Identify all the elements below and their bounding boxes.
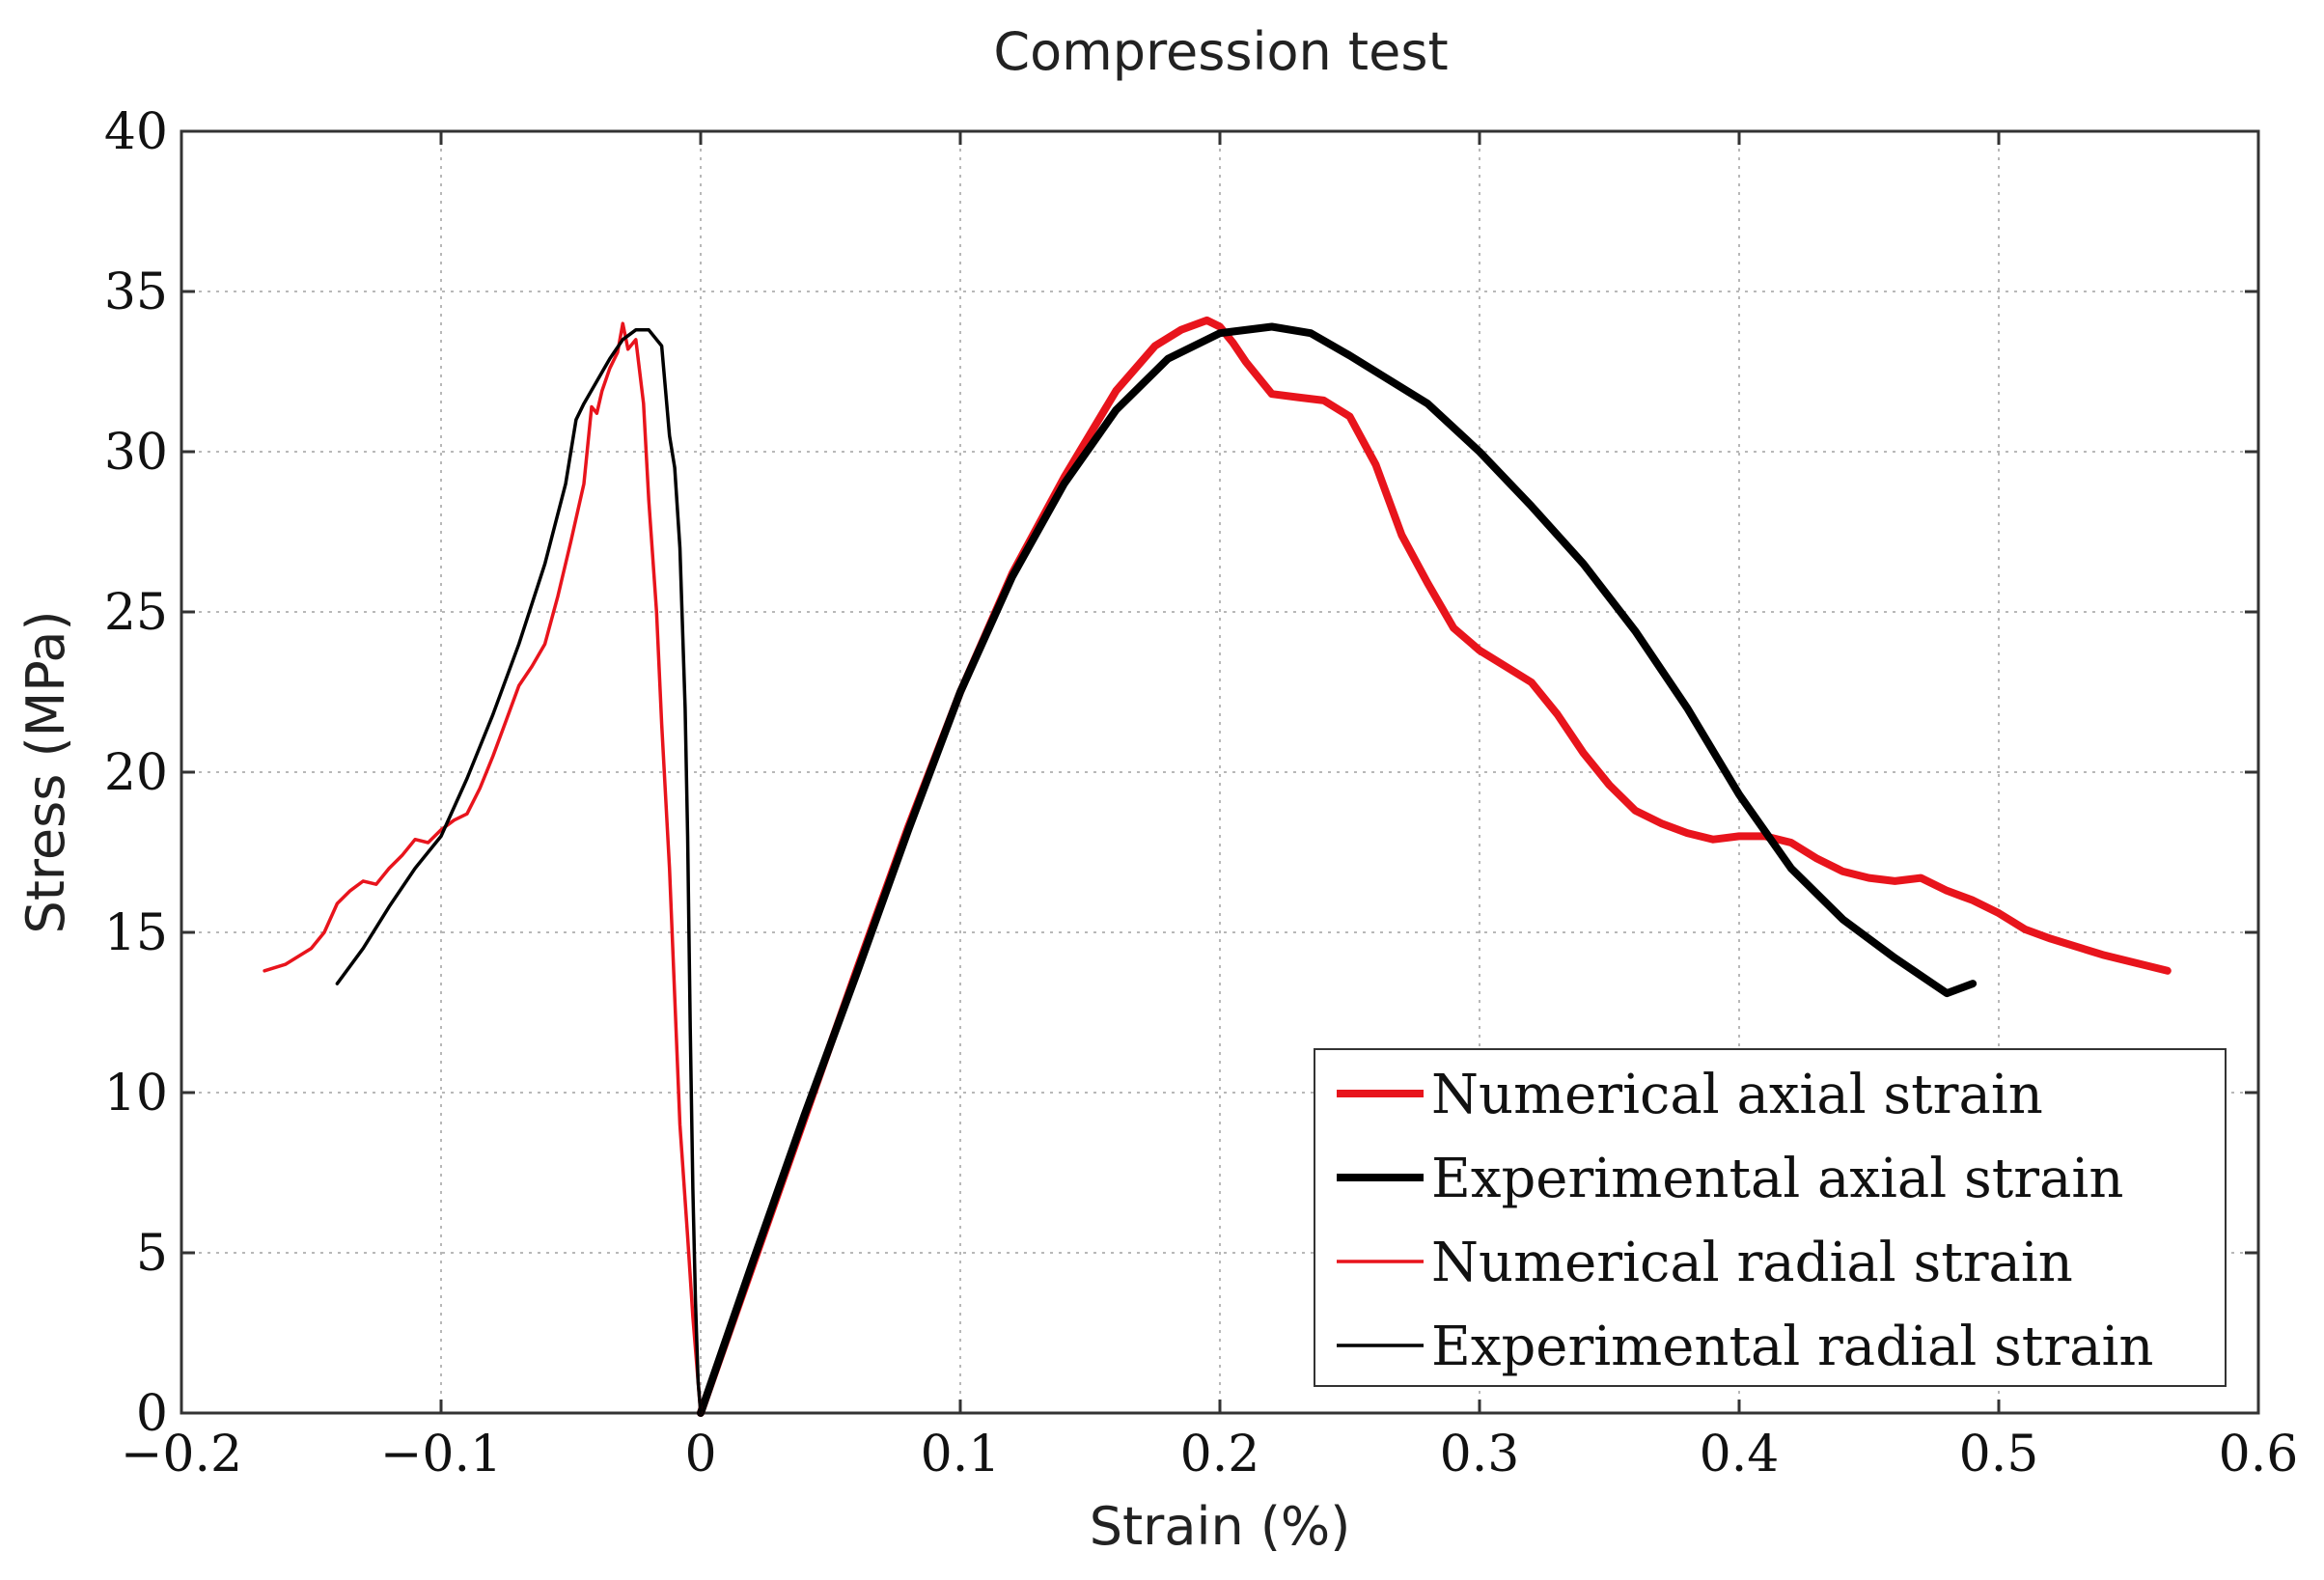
series-line-numerical-axial-strain xyxy=(697,316,2172,1417)
series-layer xyxy=(263,316,2172,1417)
x-tick-label: 0 xyxy=(684,1426,716,1483)
legend: Numerical axial strain Experimental axial… xyxy=(1314,1048,2227,1387)
legend-label: Experimental radial strain xyxy=(1431,1316,2153,1378)
chart-title: Compression test xyxy=(993,21,1448,82)
x-tick-label: 0.6 xyxy=(2219,1426,2299,1483)
y-tick-label: 5 xyxy=(136,1225,168,1283)
legend-box xyxy=(1314,1048,2227,1387)
x-tick-label: 0.1 xyxy=(921,1426,1001,1483)
y-tick-label: 20 xyxy=(104,744,168,802)
y-tick-label: 35 xyxy=(104,263,168,321)
y-axis-title: Stress (MPa) xyxy=(15,610,76,933)
y-tick-label: 25 xyxy=(104,584,168,642)
x-tick-label: 0.3 xyxy=(1440,1426,1520,1483)
x-tick-label: 0.5 xyxy=(1959,1426,2039,1483)
x-axis-ticks: −0.2 −0.1 0 0.1 0.2 0.3 0.4 0.5 0.6 xyxy=(121,131,2298,1483)
y-tick-label: 10 xyxy=(104,1065,168,1123)
x-tick-label: 0.2 xyxy=(1180,1426,1260,1483)
legend-label: Numerical radial strain xyxy=(1431,1232,2073,1294)
legend-label: Numerical axial strain xyxy=(1431,1064,2043,1126)
legend-label: Experimental axial strain xyxy=(1431,1148,2123,1210)
series-line-experimental-axial-strain xyxy=(697,322,1978,1417)
x-tick-label: −0.2 xyxy=(121,1426,242,1483)
y-tick-label: 40 xyxy=(104,103,168,161)
y-tick-label: 30 xyxy=(104,424,168,482)
series-line-experimental-radial-strain xyxy=(335,328,703,1415)
y-tick-label: 15 xyxy=(104,904,168,962)
x-tick-label: 0.4 xyxy=(1700,1426,1780,1483)
x-tick-label: −0.1 xyxy=(380,1426,502,1483)
y-axis-ticks: 0 5 10 15 20 25 30 35 40 xyxy=(104,103,2258,1443)
y-tick-label: 0 xyxy=(136,1385,168,1443)
x-axis-title: Strain (%) xyxy=(1090,1496,1351,1557)
series-line-numerical-radial-strain xyxy=(263,321,703,1415)
